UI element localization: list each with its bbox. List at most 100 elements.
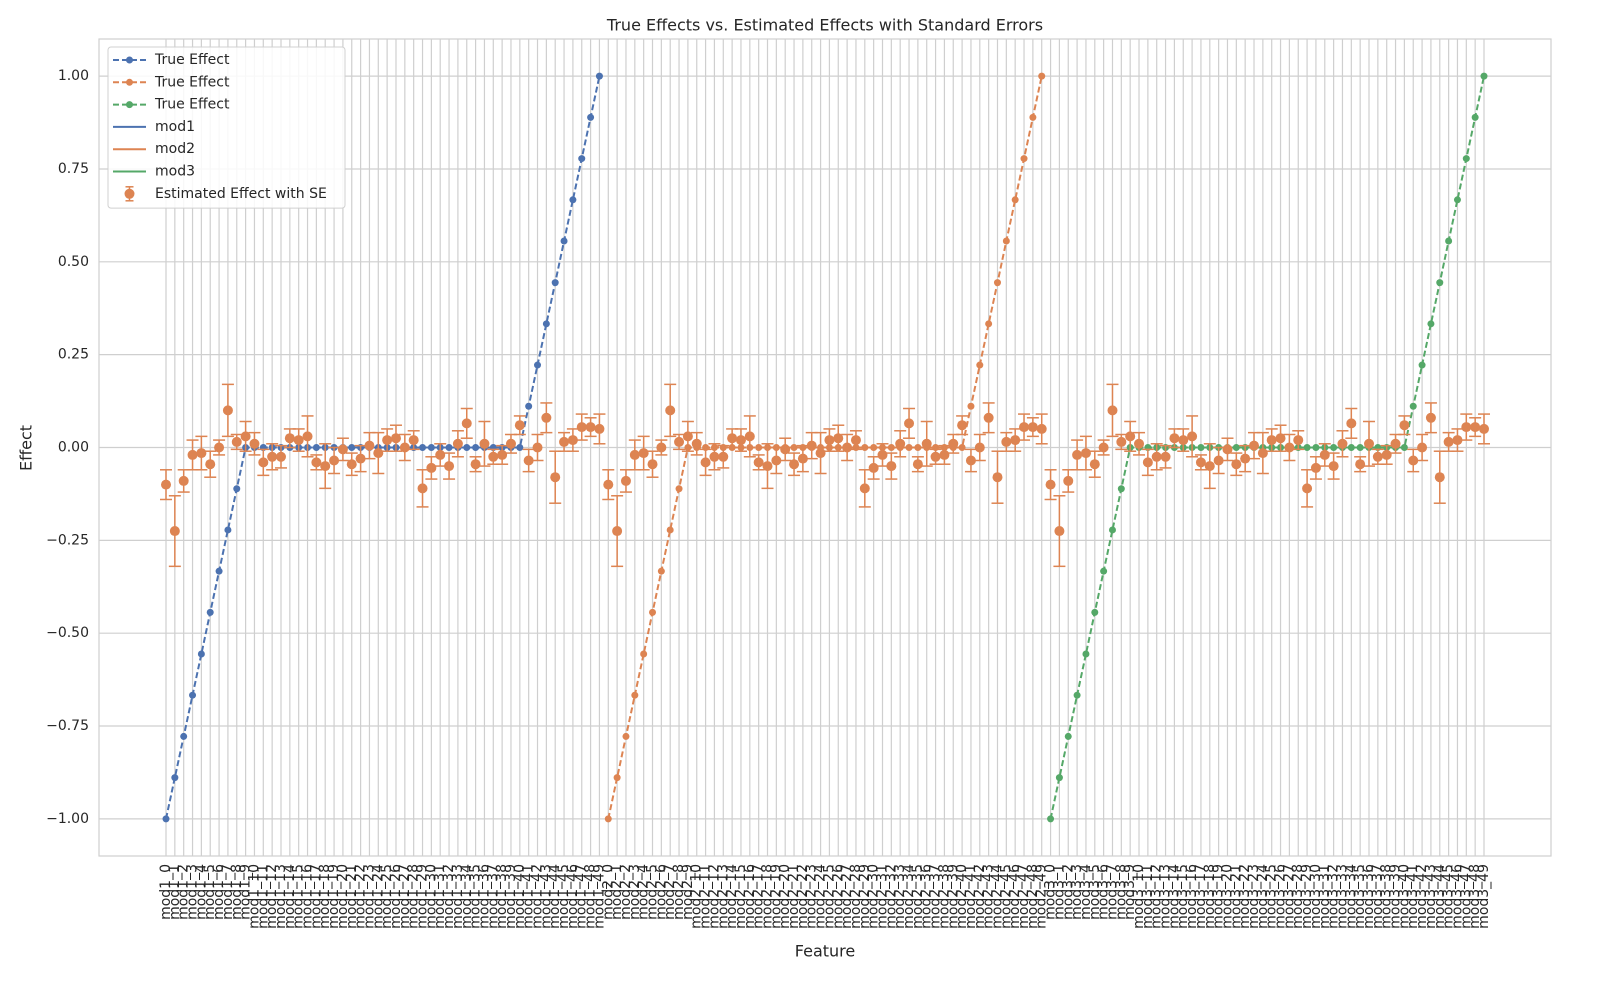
x-tick-label: mod2_8 [671,864,687,920]
estimate-point [771,455,782,466]
y-tick-label: 0.25 [58,347,89,363]
x-tick-label: mod1_30 [423,864,439,929]
true-effect-point [197,650,205,658]
true-effect-point [976,361,984,369]
x-tick-label: mod3_38 [1379,864,1395,929]
estimate-point [417,483,428,494]
estimate-point [1125,431,1136,442]
estimate-point [559,436,570,447]
x-tick-label: mod1_18 [317,864,333,929]
estimate-point [620,475,631,486]
x-tick-label: mod1_19 [326,864,342,929]
estimate-point [1399,420,1410,431]
estimate-point [700,457,711,468]
x-tick-label: mod3_42 [1414,864,1430,929]
x-axis-label: Feature [795,942,855,961]
x-tick-label: mod2_48 [1025,864,1041,929]
estimate-point [1257,448,1268,459]
x-tick-label: mod3_30 [1308,864,1324,929]
estimate-point [399,442,410,453]
estimate-point [603,479,614,490]
estimate-point [1019,422,1030,433]
estimate-point [1231,459,1242,470]
x-tick-label: mod3_17 [1193,864,1209,929]
estimate-point [1417,442,1428,453]
x-tick-label: mod2_24 [813,864,829,929]
x-tick-label: mod3_0 [1043,864,1059,920]
x-tick-label: mod2_15 [733,864,749,929]
estimate-point [585,422,596,433]
x-tick-label: mod2_29 [857,864,873,929]
x-tick-label: mod1_49 [591,864,607,929]
y-tick-label: 0.00 [58,440,89,456]
estimate-point [842,442,853,453]
true-effect-point [472,444,480,451]
estimate-point [868,462,879,473]
x-tick-label: mod3_41 [1405,864,1421,929]
estimate-point [311,457,322,468]
legend-swatch [126,101,133,109]
estimate-point [815,448,826,459]
true-effect-point [1347,444,1355,451]
true-effect-point [569,196,577,204]
true-effect-point [958,444,966,451]
true-effect-point [224,526,232,534]
true-effect-point [312,444,320,451]
true-effect-point [419,444,427,451]
estimate-point [1195,457,1206,468]
x-tick-label: mod3_40 [1396,864,1412,929]
true-effect-point [445,444,453,451]
estimate-point [1222,444,1233,455]
x-tick-label: mod1_39 [503,864,519,929]
true-effect-point [215,567,223,575]
true-effect-point [861,444,869,451]
true-effect-point [967,402,975,410]
x-tick-label: mod3_36 [1361,864,1377,929]
x-tick-label: mod3_33 [1334,864,1350,929]
x-tick-label: mod1_5 [202,864,218,920]
x-tick-label: mod3_23 [1246,864,1262,929]
x-tick-label: mod2_17 [751,864,767,929]
x-tick-label: mod3_7 [1104,864,1120,920]
x-tick-label: mod1_47 [574,864,590,929]
estimate-point [1027,422,1038,433]
estimate-point [205,459,216,470]
true-effect-point [622,732,630,740]
estimate-point [1240,453,1251,464]
true-effect-point [631,691,639,699]
x-tick-label: mod3_8 [1113,864,1129,920]
x-tick-label: mod3_28 [1290,864,1306,929]
x-tick-label: mod2_4 [636,864,652,920]
true-effect-point [233,485,241,493]
x-tick-label: mod2_27 [839,864,855,929]
true-effect-point [613,774,621,782]
estimate-point [974,442,985,453]
estimate-point [1355,459,1366,470]
x-tick-label: mod3_21 [1228,864,1244,929]
estimate-point [240,431,251,442]
x-tick-label: mod3_29 [1299,864,1315,929]
true-effect-point [162,815,170,823]
estimate-point [231,436,242,447]
true-effect-point [1312,444,1320,451]
y-tick-label: −0.75 [46,718,89,734]
y-tick-label: 1.00 [58,68,89,84]
x-tick-label: mod3_15 [1175,864,1191,929]
x-tick-label: mod1_27 [397,864,413,929]
y-axis-label: Effect [17,425,36,471]
x-tick-label: mod3_44 [1432,864,1448,929]
legend-label: True Effect [154,52,230,68]
true-effect-point [1047,815,1055,823]
legend-label: mod3 [155,164,195,180]
y-tick-label: −0.50 [46,625,89,641]
x-tick-label: mod3_43 [1423,864,1439,929]
x-tick-label: mod3_34 [1343,864,1359,929]
x-tick-label: mod2_1 [609,864,625,920]
x-tick-label: mod1_29 [415,864,431,929]
estimate-point [612,526,623,537]
x-tick-label: mod1_42 [530,864,546,929]
x-tick-label: mod2_13 [715,864,731,929]
estimate-point [355,453,366,464]
x-tick-label: mod2_16 [742,864,758,929]
estimate-point [1479,423,1489,434]
